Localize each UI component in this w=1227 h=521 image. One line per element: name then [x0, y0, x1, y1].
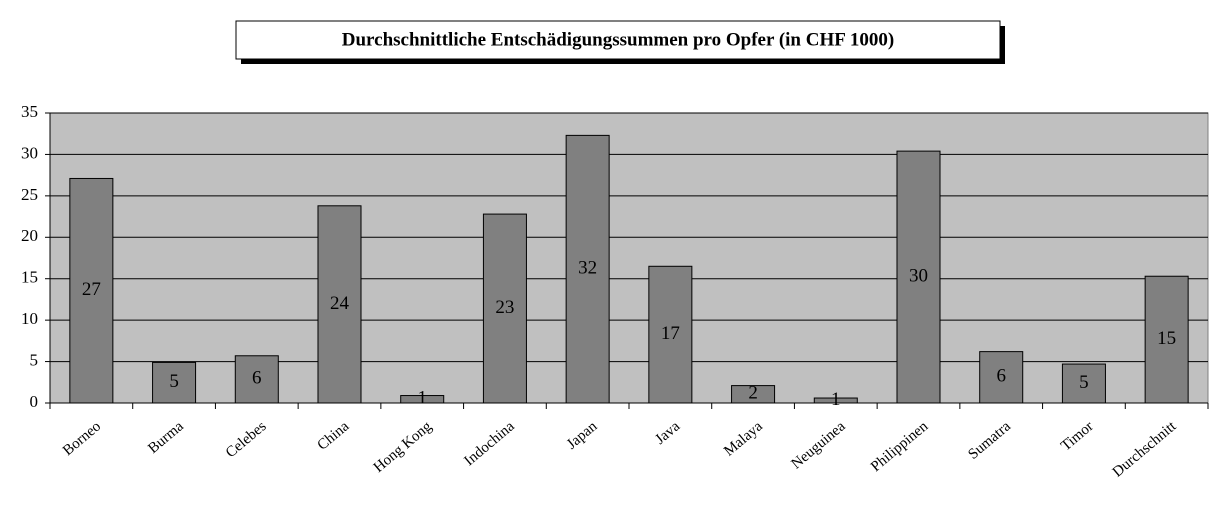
- x-tick-label: Sumatra: [965, 418, 1014, 463]
- bar: [896, 150, 941, 404]
- y-tick-label: 35: [21, 102, 38, 121]
- value-label: 5: [1079, 372, 1089, 393]
- y-tick-label: 15: [21, 268, 38, 287]
- value-label: 1: [417, 388, 427, 409]
- bar: [152, 361, 197, 404]
- x-tick-label: Borneo: [60, 418, 104, 459]
- value-label: 30: [909, 265, 928, 286]
- bar: [69, 177, 114, 404]
- x-tick-label: Java: [652, 418, 683, 448]
- x-tick-label: Timor: [1058, 418, 1097, 454]
- bar: [565, 134, 610, 404]
- value-label: 5: [169, 371, 179, 392]
- x-tick-label: Indochina: [461, 418, 517, 469]
- value-label: 27: [82, 279, 101, 300]
- y-tick-label: 10: [21, 309, 38, 328]
- value-label: 24: [330, 293, 350, 314]
- value-label: 2: [748, 383, 758, 404]
- y-tick-label: 20: [21, 226, 38, 245]
- value-label: 23: [495, 297, 514, 318]
- x-tick-label: Burma: [145, 418, 187, 457]
- value-label: 32: [578, 258, 597, 279]
- y-tick-label: 30: [21, 143, 38, 162]
- plot-area: [49, 112, 1209, 404]
- x-tick-label: Hong Kong: [371, 418, 436, 476]
- x-tick-label: Neuguinea: [789, 418, 849, 472]
- y-tick-label: 25: [21, 185, 38, 204]
- bar: [317, 205, 362, 404]
- value-label: 15: [1157, 328, 1176, 349]
- value-label: 17: [661, 323, 680, 344]
- value-label: 6: [996, 366, 1006, 387]
- x-tick-label: Philippinen: [868, 418, 932, 475]
- x-tick-label: Celebes: [223, 418, 270, 461]
- value-label: 6: [252, 368, 262, 389]
- bar: [482, 213, 527, 404]
- y-tick-label: 5: [30, 350, 39, 369]
- bar: [648, 265, 693, 404]
- title-box: [235, 20, 1001, 60]
- x-tick-label: China: [315, 418, 353, 454]
- x-tick-label: Malaya: [721, 418, 766, 459]
- x-tick-label: Japan: [564, 418, 601, 453]
- bar: [1144, 275, 1189, 404]
- x-tick-label: Durchschnitt: [1110, 418, 1180, 481]
- value-label: 1: [831, 389, 841, 410]
- chart-title: Durchschnittliche Entschädigungssummen p…: [342, 29, 894, 50]
- bar: [979, 351, 1024, 404]
- y-tick-label: 0: [30, 392, 39, 411]
